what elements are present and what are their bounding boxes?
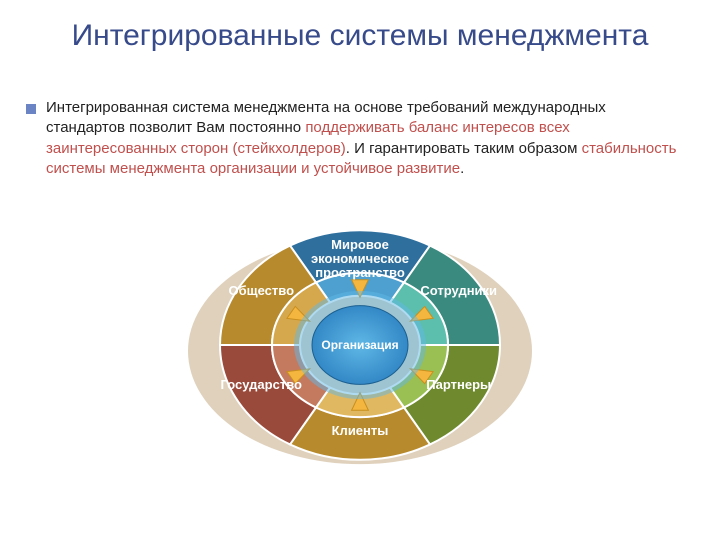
bullet-icon xyxy=(26,104,36,114)
para-mid: . И гарантировать таким образом xyxy=(346,140,582,157)
diagram-svg: Организация xyxy=(180,190,540,510)
para-post: . xyxy=(460,160,464,177)
slide-title: Интегрированные системы менеджмента xyxy=(0,18,720,54)
svg-text:Организация: Организация xyxy=(321,338,398,352)
body-paragraph: Интегрированная система менеджмента на о… xyxy=(46,98,686,179)
slide: Интегрированные системы менеджмента Инте… xyxy=(0,0,720,540)
stakeholder-diagram: Организация Мировоеэкономическоепростран… xyxy=(180,190,540,510)
